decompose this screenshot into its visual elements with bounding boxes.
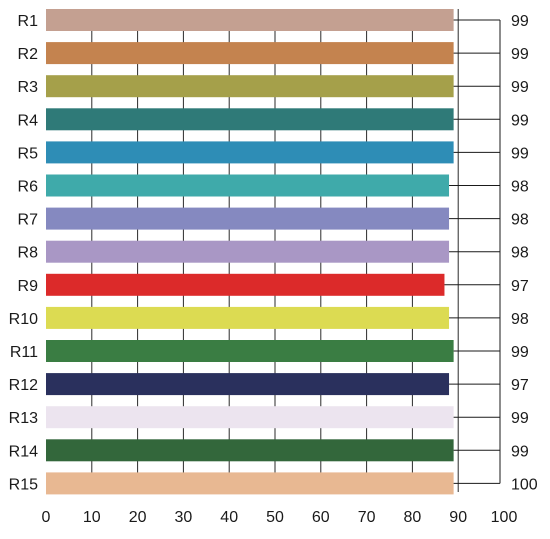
category-label: R1 — [18, 13, 39, 30]
value-label: 99 — [511, 344, 529, 361]
x-tick-label: 60 — [312, 509, 330, 526]
x-tick-labels: 0 10 20 30 40 50 60 70 80 90 100 — [42, 509, 518, 526]
bar — [46, 306, 450, 329]
category-label: R11 — [10, 344, 38, 361]
value-label: 97 — [511, 278, 529, 295]
bar — [46, 75, 454, 98]
x-tick-label: 20 — [129, 509, 147, 526]
category-label: R6 — [18, 179, 39, 196]
value-label: 99 — [511, 46, 529, 63]
category-label: R3 — [18, 79, 39, 96]
bar — [46, 373, 450, 396]
value-label: 98 — [511, 311, 529, 328]
value-label: 99 — [511, 13, 529, 30]
value-label: 98 — [511, 245, 529, 262]
value-label: 99 — [511, 79, 529, 96]
category-label: R12 — [9, 377, 38, 394]
category-label: R2 — [18, 46, 39, 63]
category-label: R7 — [18, 212, 39, 229]
value-label: 99 — [511, 145, 529, 162]
category-label: R4 — [18, 112, 39, 129]
bar — [46, 141, 454, 164]
label-connectors — [444, 19, 501, 484]
x-tick-label: 0 — [42, 509, 51, 526]
bar — [46, 406, 454, 429]
category-label: R9 — [18, 278, 39, 295]
bar — [46, 108, 454, 131]
value-labels: 99 99 99 99 99 98 98 98 97 98 99 97 99 99 100 — [511, 13, 538, 493]
x-tick-label: 50 — [266, 509, 284, 526]
value-label: 98 — [511, 179, 529, 196]
value-label: 98 — [511, 212, 529, 229]
category-label: R14 — [9, 443, 38, 460]
category-labels: R1 R2 R3 R4 R5 R6 R7 R8 R9 R10 R11 R12 R13 R14 R15 — [9, 13, 38, 493]
value-label: 99 — [511, 410, 529, 427]
category-label: R10 — [9, 311, 38, 328]
bar — [46, 273, 445, 296]
bar — [46, 439, 454, 462]
value-label: 99 — [511, 112, 529, 129]
category-label: R15 — [9, 476, 38, 493]
x-tick-label: 10 — [83, 509, 101, 526]
x-tick-label: 100 — [491, 509, 518, 526]
category-label: R13 — [9, 410, 38, 427]
value-label: 99 — [511, 443, 529, 460]
x-tick-label: 90 — [449, 509, 467, 526]
bar — [46, 472, 454, 495]
category-label: R8 — [18, 245, 39, 262]
bar — [46, 42, 454, 65]
bar — [46, 207, 450, 230]
x-tick-label: 40 — [220, 509, 238, 526]
bar — [46, 174, 450, 197]
x-tick-label: 70 — [358, 509, 376, 526]
value-label: 97 — [511, 377, 529, 394]
bar — [46, 9, 454, 31]
bar — [46, 340, 454, 362]
category-label: R5 — [18, 145, 39, 162]
x-tick-label: 80 — [404, 509, 422, 526]
bar — [46, 240, 450, 263]
x-tick-label: 30 — [175, 509, 193, 526]
value-label: 100 — [511, 476, 538, 493]
bars — [46, 9, 454, 495]
